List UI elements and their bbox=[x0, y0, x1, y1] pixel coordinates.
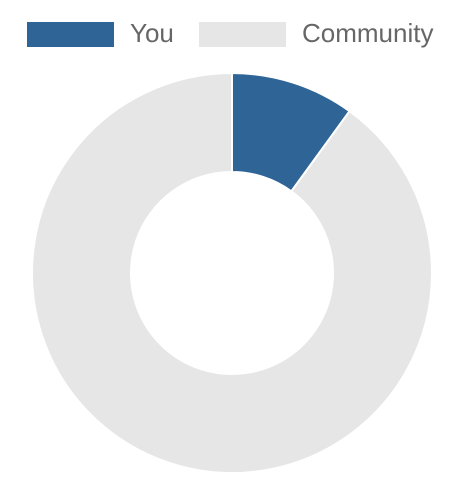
donut-segment bbox=[31, 71, 433, 474]
legend-label: Community bbox=[302, 18, 433, 48]
legend-swatch bbox=[27, 22, 114, 47]
legend-swatch bbox=[199, 22, 286, 47]
legend-label: You bbox=[130, 18, 174, 48]
